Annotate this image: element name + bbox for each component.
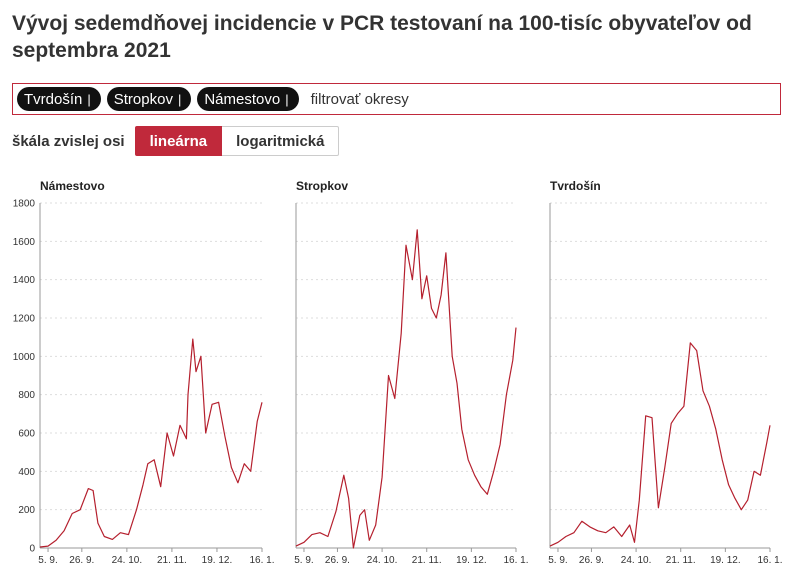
x-tick-label: 5. 9. [294,555,313,566]
x-tick-label: 21. 11. [412,555,442,566]
panel-title: Stropkov [296,179,348,193]
y-tick-label: 1800 [13,199,36,210]
y-tick-label: 200 [18,505,35,516]
x-tick-label: 19. 12. [710,555,741,566]
x-tick-label: 16. 1. [503,555,528,566]
x-tick-label: 26. 9. [579,555,604,566]
x-tick-label: 26. 9. [325,555,350,566]
scale-linear-button[interactable]: lineárna [134,126,223,156]
x-tick-label: 19. 12. [456,555,487,566]
x-tick-label: 26. 9. [69,555,94,566]
filter-chip-tvrdosin[interactable]: Tvrdošín | [17,87,101,111]
page-title: Vývoj sedemdňovej incidencie v PCR testo… [12,12,752,62]
y-tick-label: 800 [18,390,35,401]
x-tick-label: 24. 10. [621,555,652,566]
y-tick-label: 1000 [13,352,36,363]
scale-log-button[interactable]: logaritmická [222,126,340,156]
x-tick-label: 5. 9. [38,555,57,566]
y-tick-label: 600 [18,429,35,440]
x-tick-label: 5. 9. [548,555,567,566]
x-tick-label: 19. 12. [202,555,233,566]
district-filter[interactable]: Tvrdošín | Stropkov | Námestovo | filtro… [12,83,781,115]
chip-label: Stropkov [113,90,173,108]
x-tick-label: 24. 10. [112,555,143,566]
chip-remove-icon[interactable]: | [285,91,289,107]
series-line [39,338,263,548]
scale-label: škála zvislej osi [12,132,125,150]
x-tick-label: 21. 11. [157,555,187,566]
x-tick-label: 24. 10. [367,555,398,566]
x-tick-label: 21. 11. [666,555,696,566]
panel-title: Námestovo [40,179,105,193]
scale-toggle: škála zvislej osi lineárna logaritmická [12,126,340,156]
chip-label: Tvrdošín [24,90,83,108]
series-line [549,342,771,547]
chip-label: Námestovo [204,90,281,108]
series-line [295,229,517,549]
y-tick-label: 1600 [13,237,36,248]
filter-chip-stropkov[interactable]: Stropkov | [106,87,192,111]
filter-chip-namestovo[interactable]: Námestovo | [197,87,299,111]
x-tick-label: 16. 1. [249,555,274,566]
chip-remove-icon[interactable]: | [87,91,91,107]
y-tick-label: 1200 [13,314,36,325]
panel-title: Tvrdošín [550,179,601,193]
chip-remove-icon[interactable]: | [177,91,182,107]
x-tick-label: 16. 1. [757,555,782,566]
y-tick-label: 0 [29,544,35,555]
filter-input[interactable]: filtrovať okresy [310,90,409,108]
y-tick-label: 400 [18,467,35,478]
y-tick-label: 1400 [13,275,36,286]
small-multiples-chart: Námestovo 0 200 400 600 800 1000 1200 1400 1600 18… [13,179,783,566]
